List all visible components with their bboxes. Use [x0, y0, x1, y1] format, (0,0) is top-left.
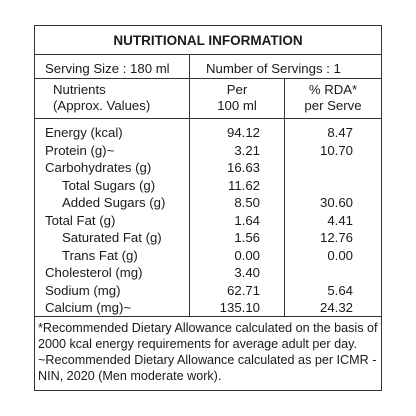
per-100ml-value: 3.40 [234, 265, 260, 280]
per-100ml-value: 135.10 [219, 300, 260, 315]
number-of-servings: Number of Servings : 1 [206, 61, 341, 76]
footnote-line: *Recommended Dietary Allowance calculate… [38, 321, 378, 335]
rda-value: 10.70 [319, 142, 353, 158]
rda-value: 12.76 [319, 230, 353, 245]
rda-value: 30.60 [319, 195, 353, 210]
divider [35, 78, 381, 79]
per-100ml-value: 3.21 [234, 142, 260, 158]
divider [284, 78, 285, 316]
per-100ml-value: 1.56 [234, 230, 260, 245]
divider [35, 316, 381, 317]
serving-size: Serving Size : 180 ml [45, 61, 170, 76]
nutrients-header: Nutrients [53, 82, 106, 97]
nutrient-name: Total Sugars (g) [62, 177, 156, 193]
nutrient-name: Total Fat (g) [45, 212, 116, 228]
per-100ml-value: 62.71 [226, 282, 260, 298]
per-100ml-value: 16.63 [226, 160, 260, 175]
rda-header: % RDA* [308, 82, 358, 97]
per-100ml-value: 11.62 [227, 177, 260, 193]
rda-value: 8.47 [327, 125, 353, 140]
nutrient-name: Saturated Fat (g) [62, 230, 162, 245]
per-100ml-value: 94.12 [226, 125, 260, 140]
divider [35, 54, 381, 55]
footnote-line: 2000 kcal energy requirements for averag… [38, 337, 357, 351]
divider [189, 78, 190, 316]
per-100ml-value: 1.64 [234, 212, 260, 228]
rda-value: 0.00 [327, 247, 353, 263]
footnote-line: NIN, 2020 (Men moderate work). [38, 369, 222, 383]
nutrition-panel: NUTRITIONAL INFORMATION Serving Size : 1… [34, 25, 382, 391]
per-header: Per [226, 82, 248, 97]
per-header-sub: 100 ml [217, 98, 257, 113]
divider [35, 118, 381, 119]
per-100ml-value: 8.50 [234, 195, 260, 210]
rda-value: 4.41 [327, 212, 353, 228]
nutrient-name: Sodium (mg) [45, 282, 121, 298]
nutrients-header-sub: (Approx. Values) [53, 98, 151, 113]
divider [189, 54, 190, 78]
nutrient-name: Cholesterol (mg) [45, 265, 143, 280]
rda-value: 24.32 [319, 300, 353, 315]
nutrient-name: Trans Fat (g) [62, 247, 138, 263]
panel-title: NUTRITIONAL INFORMATION [113, 33, 303, 48]
footnote-line: ~Recommended Dietary Allowance calculate… [38, 353, 377, 367]
nutrient-name: Protein (g)~ [45, 142, 115, 158]
nutrient-name: Calcium (mg)~ [45, 300, 132, 315]
nutrient-name: Energy (kcal) [45, 125, 123, 140]
nutrient-name: Added Sugars (g) [62, 195, 166, 210]
rda-header-sub: per Serve [304, 98, 362, 113]
nutrient-name: Carbohydrates (g) [45, 160, 152, 175]
rda-value: 5.64 [327, 282, 353, 298]
per-100ml-value: 0.00 [234, 247, 260, 263]
